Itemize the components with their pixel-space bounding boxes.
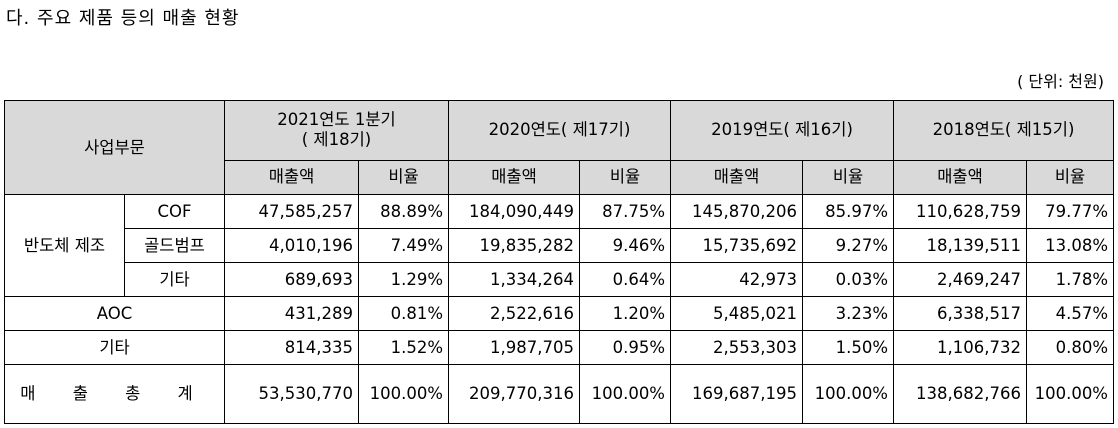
period-header-line2: ( 제18기) (301, 130, 372, 150)
cell: 0.95% (579, 330, 671, 365)
section-title: 다. 주요 제품 등의 매출 현황 (6, 8, 240, 29)
period-header-2021q1: 2021연도 1분기 ( 제18기) (224, 100, 449, 161)
cell: 3.23% (802, 296, 894, 331)
cell: 0.64% (579, 262, 671, 297)
cell: 1.29% (358, 262, 449, 297)
cell: 18,139,511 (893, 228, 1027, 263)
header-row-1: 사업부문 2021연도 1분기 ( 제18기) 2020연도( 제17기) 20… (4, 100, 1114, 195)
cell: 0.81% (358, 296, 449, 331)
sub-segment-label: COF (124, 194, 225, 229)
segment-label: 기타 (4, 330, 225, 365)
sub-segment-label: 기타 (124, 262, 225, 297)
cell: 145,870,206 (670, 194, 803, 229)
cell: 2,553,303 (670, 330, 803, 365)
cell: 431,289 (224, 296, 359, 331)
cell: 1,334,264 (448, 262, 580, 297)
cell: 1.52% (358, 330, 449, 365)
cell: 0.80% (1026, 330, 1114, 365)
cell: 2,522,616 (448, 296, 580, 331)
cell: 814,335 (224, 330, 359, 365)
ratio-header: 비율 (1026, 159, 1114, 196)
cell: 138,682,766 (893, 364, 1027, 424)
ratio-header: 비율 (358, 159, 449, 196)
cell: 53,530,770 (224, 364, 359, 424)
segment-group-label: 반도체 제조 (4, 194, 125, 297)
cell: 6,338,517 (893, 296, 1027, 331)
period-header-2020: 2020연도( 제17기) (448, 100, 671, 161)
sales-header: 매출액 (448, 159, 580, 196)
cell: 88.89% (358, 194, 449, 229)
sub-segment-label: 골드범프 (124, 228, 225, 263)
cell: 4,010,196 (224, 228, 359, 263)
unit-note: ( 단위: 천원) (1017, 72, 1104, 91)
cell: 13.08% (1026, 228, 1114, 263)
table-row: 반도체 제조 COF 47,585,257 88.89% 184,090,449… (4, 194, 1114, 297)
total-label: 매 출 총 계 (4, 364, 225, 424)
cell: 2,469,247 (893, 262, 1027, 297)
sales-header: 매출액 (224, 159, 359, 196)
header-row-2: 매출액 비율 매출액 비율 매출액 비율 매출액 비율 (5, 159, 1114, 196)
cell: 100.00% (358, 364, 449, 424)
cell: 1.50% (802, 330, 894, 365)
sales-table: 사업부문 2021연도 1분기 ( 제18기) 2020연도( 제17기) 20… (4, 100, 1114, 424)
sales-header: 매출액 (670, 159, 803, 196)
ratio-header: 비율 (579, 159, 671, 196)
cell: 19,835,282 (448, 228, 580, 263)
period-header-2018: 2018연도( 제15기) (893, 100, 1114, 161)
table-row: 골드범프 4,010,196 7.49% 19,835,282 9.46% 15… (5, 228, 1114, 263)
ratio-header: 비율 (802, 159, 894, 196)
cell: 47,585,257 (224, 194, 359, 229)
cell: 7.49% (358, 228, 449, 263)
cell: 9.27% (802, 228, 894, 263)
cell: 1,987,705 (448, 330, 580, 365)
table-row: 기타 814,335 1.52% 1,987,705 0.95% 2,553,3… (4, 330, 1114, 365)
cell: 100.00% (579, 364, 671, 424)
cell: 79.77% (1026, 194, 1114, 229)
cell: 1.20% (579, 296, 671, 331)
segment-header: 사업부문 (4, 100, 225, 195)
cell: 1.78% (1026, 262, 1114, 297)
period-header-2019: 2019연도( 제16기) (670, 100, 894, 161)
total-row: 매 출 총 계 53,530,770 100.00% 209,770,316 1… (4, 364, 1114, 424)
cell: 169,687,195 (670, 364, 803, 424)
table-row: 기타 689,693 1.29% 1,334,264 0.64% 42,973 … (5, 262, 1114, 297)
cell: 85.97% (802, 194, 894, 229)
segment-label: AOC (4, 296, 225, 331)
table-row: AOC 431,289 0.81% 2,522,616 1.20% 5,485,… (4, 296, 1114, 331)
cell: 4.57% (1026, 296, 1114, 331)
sales-header: 매출액 (893, 159, 1027, 196)
cell: 5,485,021 (670, 296, 803, 331)
period-header-line1: 2021연도 1분기 (277, 110, 396, 130)
cell: 689,693 (224, 262, 359, 297)
cell: 110,628,759 (893, 194, 1027, 229)
cell: 100.00% (1026, 364, 1114, 424)
cell: 87.75% (579, 194, 671, 229)
cell: 0.03% (802, 262, 894, 297)
cell: 184,090,449 (448, 194, 580, 229)
cell: 209,770,316 (448, 364, 580, 424)
cell: 100.00% (802, 364, 894, 424)
cell: 42,973 (670, 262, 803, 297)
cell: 15,735,692 (670, 228, 803, 263)
cell: 9.46% (579, 228, 671, 263)
cell: 1,106,732 (893, 330, 1027, 365)
